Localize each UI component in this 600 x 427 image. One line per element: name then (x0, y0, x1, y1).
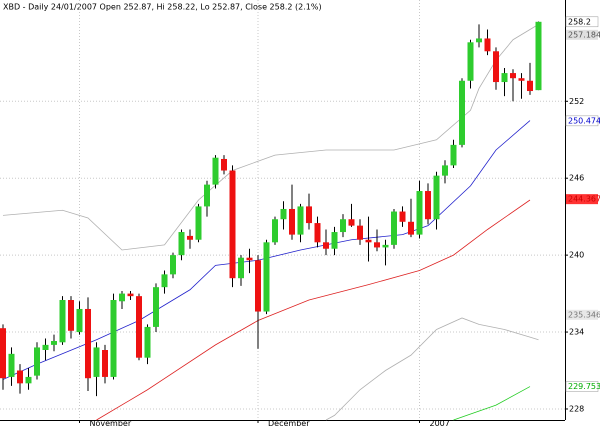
candle-body (229, 170, 236, 279)
candle-body (280, 208, 287, 220)
candle-body (204, 184, 210, 207)
y-tick-label: 234 (569, 328, 584, 337)
candle-body (161, 274, 168, 288)
candle-body (518, 78, 525, 81)
candle-body (306, 206, 312, 224)
candle-body (93, 347, 100, 377)
y-tick-label: 240 (569, 251, 584, 260)
candle-body (238, 257, 244, 279)
candle-body (467, 42, 474, 81)
candle-body (153, 287, 159, 327)
candle-body (246, 257, 253, 261)
chart-title: XBD - Daily 24/01/2007 Open 252.87, Hi 2… (3, 3, 322, 12)
price-label: 229.753 (568, 382, 600, 391)
price-label-box (566, 194, 598, 205)
x-tick-label: 2007 (430, 419, 450, 427)
candle-body (289, 208, 295, 235)
indicator-line (96, 199, 531, 421)
candle-body (59, 300, 66, 343)
indicator-line (325, 317, 539, 421)
candle-body (374, 242, 380, 248)
candle-body (442, 165, 448, 176)
candle-body (450, 144, 457, 166)
price-label-box (565, 16, 599, 28)
price-label: 250.474 (568, 116, 600, 125)
candle-body (433, 175, 440, 220)
candle-body (348, 219, 355, 226)
candle-body (416, 191, 423, 235)
candle-body (178, 232, 185, 256)
x-tick-label: November (90, 419, 132, 427)
candle-body (493, 51, 499, 83)
price-label: 244.367 (568, 195, 600, 204)
candle-body (272, 219, 278, 243)
candle-body (68, 300, 74, 331)
candle-body (535, 21, 542, 91)
candle-body (42, 344, 49, 350)
candle-body (297, 206, 304, 235)
price-label: 257.184 (568, 30, 600, 39)
candle-body (425, 191, 431, 220)
candle-body (144, 326, 151, 358)
candle-body (527, 80, 533, 92)
candle-body (476, 38, 482, 43)
indicator-line (453, 386, 531, 421)
price-label: 235.346 (568, 310, 600, 319)
candle-body (314, 223, 321, 243)
candle-body (195, 206, 202, 240)
candle-body (102, 350, 108, 377)
y-tick-label: 252 (569, 97, 584, 106)
price-label-box (566, 309, 598, 320)
candle-body (34, 347, 40, 376)
candle-body (510, 73, 516, 79)
candle-body (391, 211, 397, 245)
candle-body (340, 219, 346, 233)
candle-body (357, 225, 363, 240)
candle-body (331, 232, 338, 249)
candle-body (323, 242, 329, 249)
candle-body (484, 38, 491, 52)
indicator-line (2, 120, 531, 380)
candle-body (221, 158, 227, 171)
candle-body (459, 80, 465, 145)
candle-body (255, 260, 261, 312)
y-tick-label: 228 (569, 404, 584, 413)
y-tick-label: 246 (569, 174, 584, 183)
price-label-box (565, 115, 599, 127)
candle-body (110, 300, 117, 377)
price-label-box (565, 381, 599, 392)
candle-body (365, 239, 372, 243)
indicator-line (2, 24, 539, 251)
candle-body (119, 293, 125, 302)
candle-body (212, 157, 219, 185)
x-tick-label: December (268, 419, 310, 427)
candle-body (187, 235, 193, 240)
candle-body (8, 353, 15, 377)
candle-body (408, 221, 414, 235)
candle-body (127, 293, 134, 297)
candle-body (17, 370, 23, 384)
price-label: 258.2 (568, 17, 591, 26)
candle-body (501, 73, 508, 83)
candle-body (382, 244, 389, 248)
candle-body (170, 255, 176, 275)
candle-body (263, 242, 270, 312)
candle-body (25, 376, 32, 384)
candle-body (136, 296, 142, 358)
candle-body (51, 341, 57, 345)
candle-body (399, 211, 406, 222)
candle-body (0, 328, 6, 379)
candle-body (76, 308, 83, 333)
price-label-box (566, 29, 598, 40)
candle-body (85, 308, 91, 379)
